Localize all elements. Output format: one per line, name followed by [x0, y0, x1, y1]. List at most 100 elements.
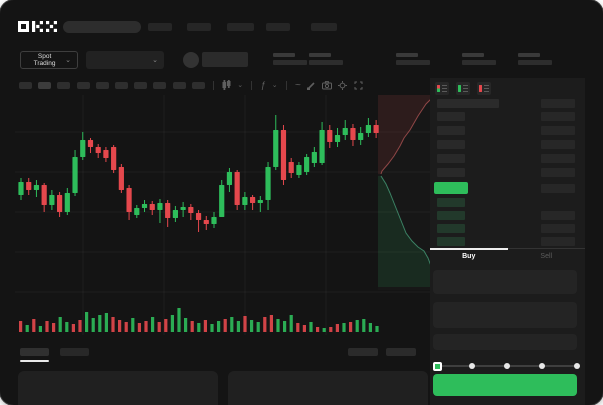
volume-bar — [316, 327, 320, 332]
volume-bar — [111, 317, 115, 332]
timeframe-button[interactable] — [19, 81, 32, 89]
orderbook-combined-icon — [437, 85, 441, 92]
candle-body — [296, 165, 302, 175]
coin-icon — [183, 52, 199, 68]
volume-bar — [263, 317, 267, 332]
bottom-tab-active[interactable] — [20, 348, 49, 356]
volume-bar — [197, 323, 201, 332]
volume-bar — [243, 316, 247, 332]
candle-style-icon[interactable] — [222, 80, 231, 90]
candle-body — [280, 130, 287, 180]
orderbook-view-bids-button[interactable] — [456, 82, 470, 95]
candle-body — [242, 197, 248, 205]
candle-body — [18, 182, 24, 195]
slider-step-dot[interactable] — [539, 363, 545, 369]
total-field[interactable] — [433, 334, 577, 350]
timeframe-button[interactable] — [134, 81, 148, 89]
line-tool-icon[interactable]: ~ — [294, 79, 301, 91]
bid-price-placeholder[interactable] — [437, 198, 465, 207]
chevron-down-icon[interactable]: ⌄ — [237, 81, 244, 89]
ask-price-placeholder[interactable] — [437, 168, 465, 177]
volume-bar — [283, 321, 287, 332]
slider-step-dot[interactable] — [504, 363, 510, 369]
orderbook-bids-icon — [458, 85, 462, 92]
volume-bar — [98, 315, 102, 332]
slider-step-dot[interactable] — [574, 363, 580, 369]
camera-icon[interactable] — [322, 80, 333, 90]
candle-body — [149, 204, 155, 210]
buy-submit-button[interactable] — [433, 374, 577, 396]
volume-bar — [309, 322, 313, 332]
candle-body — [134, 208, 140, 215]
chevron-down-icon[interactable]: ⌄ — [271, 81, 278, 89]
timeframe-button[interactable] — [57, 81, 71, 89]
timeframe-button[interactable] — [76, 81, 90, 89]
candle-body — [273, 130, 279, 167]
orderbook-view-asks-button[interactable] — [477, 82, 491, 95]
volume-bar — [131, 318, 135, 332]
bottom-tab[interactable] — [60, 348, 89, 356]
nav-item-placeholder[interactable] — [266, 23, 290, 31]
timeframe-button[interactable] — [191, 81, 205, 89]
ticker-stat-placeholder — [518, 53, 552, 65]
volume-bar — [65, 322, 69, 332]
timeframe-button[interactable] — [95, 81, 109, 89]
tab-sell[interactable]: Sell — [540, 253, 553, 260]
draw-tool-icon[interactable] — [306, 81, 316, 90]
nav-item-placeholder[interactable] — [148, 23, 172, 31]
volume-bar — [230, 317, 234, 332]
slider-step-dot[interactable] — [469, 363, 475, 369]
volume-bar — [355, 320, 359, 332]
candle-body — [188, 207, 194, 213]
volume-bar — [151, 317, 155, 332]
volume-bar — [137, 323, 141, 332]
bottom-control-placeholder[interactable] — [386, 348, 416, 356]
candle-body — [257, 200, 263, 203]
candle-body — [319, 130, 325, 163]
timeframe-button[interactable] — [114, 81, 128, 89]
orderbook-last-price[interactable] — [434, 182, 468, 194]
settings-icon[interactable] — [338, 80, 348, 90]
okx-logo-x — [46, 21, 57, 32]
bottom-tab-active-underline — [20, 360, 49, 362]
candle-body — [157, 203, 163, 210]
volume-bar — [276, 319, 280, 332]
amount-field[interactable] — [433, 302, 577, 328]
candlestick-chart[interactable] — [15, 95, 432, 335]
bid-price-placeholder[interactable] — [437, 224, 465, 233]
search-input[interactable] — [63, 21, 141, 33]
tab-buy[interactable]: Buy — [430, 248, 508, 264]
nav-item-placeholder[interactable] — [311, 23, 337, 31]
trade-tabs: Buy Sell — [430, 248, 585, 264]
ask-price-placeholder[interactable] — [437, 126, 465, 135]
indicators-icon[interactable]: ƒ — [260, 79, 266, 90]
bid-price-placeholder[interactable] — [437, 211, 465, 220]
ask-price-placeholder[interactable] — [437, 154, 465, 163]
price-field[interactable] — [433, 270, 577, 294]
candle-body — [304, 157, 310, 172]
okx-logo[interactable] — [18, 20, 57, 33]
timeframe-button[interactable] — [172, 81, 186, 89]
depth-chart — [378, 95, 432, 287]
slider-handle[interactable] — [432, 361, 442, 371]
volume-bar — [157, 322, 161, 332]
fullscreen-icon[interactable] — [354, 81, 363, 90]
volume-bar — [38, 326, 42, 332]
volume-bar — [203, 320, 207, 332]
volume-bar — [58, 317, 62, 332]
timeframe-button[interactable] — [38, 81, 52, 89]
orderbook-header-price — [437, 99, 499, 108]
orderbook-view-combined-button[interactable] — [435, 82, 449, 95]
timeframe-button[interactable] — [153, 81, 167, 89]
ask-price-placeholder[interactable] — [437, 140, 465, 149]
nav-item-placeholder[interactable] — [187, 23, 211, 31]
market-type-dropdown[interactable]: Spot Trading ⌄ — [20, 51, 78, 69]
nav-item-placeholder[interactable] — [227, 23, 254, 31]
pair-selector-dropdown[interactable]: ⌄ — [86, 51, 164, 69]
candle-body — [211, 217, 217, 224]
orders-panel-placeholder — [18, 371, 218, 405]
candle-body — [288, 162, 294, 173]
ask-price-placeholder[interactable] — [437, 112, 465, 121]
bottom-control-placeholder[interactable] — [348, 348, 378, 356]
bid-price-placeholder[interactable] — [437, 237, 465, 246]
